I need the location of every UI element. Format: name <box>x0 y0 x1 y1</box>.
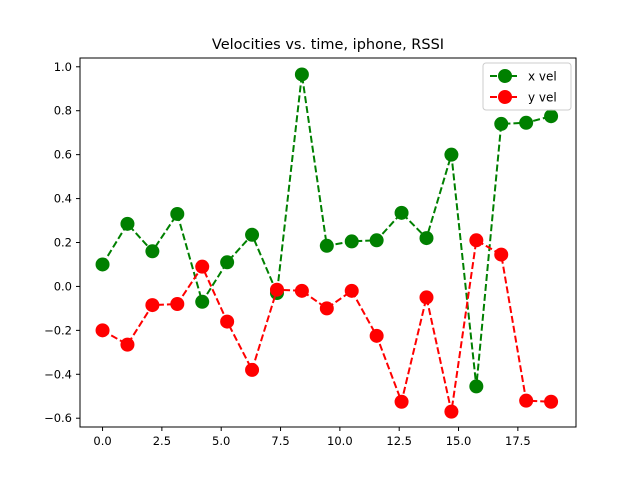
data-point-y-vel <box>419 290 434 305</box>
data-point-y-vel <box>269 282 284 297</box>
data-point-x-vel <box>519 115 534 130</box>
data-point-x-vel <box>170 206 185 221</box>
y-tick-label: −0.6 <box>44 411 72 425</box>
data-point-x-vel <box>344 234 359 249</box>
series-layer <box>95 67 559 419</box>
x-tick-label: 10.0 <box>327 434 353 448</box>
y-axis-ticks: −0.6 −0.4 −0.2 0.0 0.2 0.4 0.6 0.8 1.0 <box>44 60 80 425</box>
data-point-x-vel <box>294 67 309 82</box>
data-point-x-vel <box>469 379 484 394</box>
legend-box <box>482 62 572 111</box>
data-point-x-vel <box>394 205 409 220</box>
y-tick-label: −0.4 <box>44 367 72 381</box>
data-point-y-vel <box>519 393 534 408</box>
data-point-y-vel <box>369 328 384 343</box>
data-point-y-vel <box>245 362 260 377</box>
legend-marker-y-vel <box>498 90 512 104</box>
data-point-x-vel <box>95 257 110 272</box>
data-point-x-vel <box>319 238 334 253</box>
x-tick-label: 15.0 <box>446 434 472 448</box>
y-tick-label: 1.0 <box>54 60 72 74</box>
x-tick-label: 2.5 <box>153 434 171 448</box>
data-point-y-vel <box>544 394 559 409</box>
x-tick-label: 12.5 <box>386 434 412 448</box>
data-point-x-vel <box>544 109 559 124</box>
legend-label-y-vel: y vel <box>528 91 557 105</box>
data-point-y-vel <box>344 283 359 298</box>
y-tick-label: 0.8 <box>54 104 72 118</box>
data-point-y-vel <box>170 297 185 311</box>
data-point-x-vel <box>419 231 434 246</box>
data-point-x-vel <box>369 233 384 248</box>
y-tick-label: −0.2 <box>44 323 72 337</box>
data-point-y-vel <box>95 323 110 338</box>
data-point-y-vel <box>145 298 160 313</box>
legend-marker-x-vel <box>498 69 512 83</box>
data-point-y-vel <box>394 394 409 409</box>
chart-title: Velocities vs. time, iphone, RSSI <box>212 37 444 53</box>
x-tick-label: 17.5 <box>505 434 531 448</box>
data-point-x-vel <box>444 147 459 162</box>
plot-area-frame <box>79 57 577 428</box>
y-tick-label: 0.6 <box>54 148 72 162</box>
y-tick-label: 0.4 <box>54 192 72 206</box>
data-point-x-vel <box>195 294 210 309</box>
data-point-y-vel <box>220 314 235 329</box>
data-point-y-vel <box>319 301 334 316</box>
data-point-x-vel <box>145 244 160 259</box>
legend-label-x-vel: x vel <box>528 70 557 84</box>
data-point-y-vel <box>195 259 210 274</box>
data-point-y-vel <box>444 404 459 419</box>
legend: x vel y vel <box>482 62 572 111</box>
data-point-y-vel <box>469 233 484 248</box>
x-tick-label: 7.5 <box>271 434 289 448</box>
data-point-x-vel <box>220 255 235 270</box>
x-axis-ticks: 0.0 2.5 5.0 7.5 10.0 12.5 15.0 17.5 <box>93 427 531 448</box>
x-tick-label: 0.0 <box>93 434 111 448</box>
data-point-y-vel <box>120 337 135 352</box>
data-point-y-vel <box>294 283 309 298</box>
data-point-x-vel <box>120 216 135 231</box>
x-tick-label: 5.0 <box>212 434 230 448</box>
y-tick-label: 0.2 <box>54 236 72 250</box>
data-point-x-vel <box>245 227 260 242</box>
y-tick-label: 0.0 <box>54 279 72 293</box>
data-point-y-vel <box>494 247 509 262</box>
data-point-x-vel <box>494 116 509 131</box>
